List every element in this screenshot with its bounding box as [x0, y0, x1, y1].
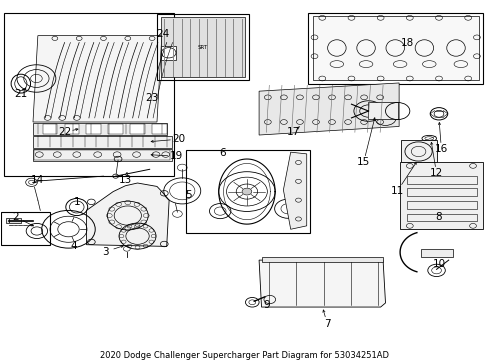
Bar: [33, 123, 166, 135]
Bar: [130, 124, 144, 134]
Bar: [312, 16, 478, 80]
Text: 3: 3: [102, 247, 109, 257]
Text: 11: 11: [390, 185, 404, 195]
Text: 7: 7: [323, 319, 330, 329]
Polygon shape: [86, 183, 169, 246]
Circle shape: [242, 188, 251, 195]
Bar: [1, 212, 50, 245]
Text: 16: 16: [434, 144, 447, 154]
Bar: [261, 257, 382, 262]
Bar: [407, 201, 476, 209]
Text: 10: 10: [431, 258, 445, 269]
Bar: [420, 249, 452, 257]
Polygon shape: [33, 36, 162, 122]
Text: 2020 Dodge Challenger Supercharger Part Diagram for 53034251AD: 2020 Dodge Challenger Supercharger Part …: [100, 351, 388, 360]
Bar: [157, 14, 249, 80]
Bar: [161, 17, 245, 77]
Text: SRT: SRT: [198, 45, 208, 50]
Text: 14: 14: [31, 175, 44, 185]
Text: 5: 5: [185, 190, 191, 200]
Bar: [399, 162, 482, 229]
Polygon shape: [259, 83, 398, 135]
Bar: [186, 150, 309, 233]
Polygon shape: [259, 260, 385, 307]
Bar: [6, 218, 21, 224]
Text: 12: 12: [429, 168, 442, 179]
Text: 6: 6: [219, 148, 225, 158]
Text: 20: 20: [172, 134, 185, 144]
Text: 21: 21: [14, 89, 27, 99]
Bar: [64, 124, 79, 134]
Bar: [407, 176, 476, 184]
Bar: [33, 149, 171, 161]
Text: 18: 18: [400, 38, 413, 48]
Bar: [4, 13, 174, 176]
Text: 19: 19: [169, 151, 183, 161]
Bar: [368, 103, 397, 118]
Bar: [86, 124, 101, 134]
Text: 4: 4: [70, 242, 77, 251]
Text: 13: 13: [119, 175, 132, 185]
Bar: [407, 189, 476, 196]
Bar: [42, 124, 57, 134]
Text: 24: 24: [156, 29, 169, 39]
Bar: [161, 46, 176, 60]
Polygon shape: [283, 152, 306, 229]
Text: 1: 1: [73, 197, 80, 207]
Bar: [400, 140, 436, 162]
Text: 9: 9: [263, 300, 269, 310]
Text: 23: 23: [145, 93, 159, 103]
Text: 22: 22: [58, 127, 71, 137]
Text: 17: 17: [286, 127, 299, 136]
Bar: [34, 150, 170, 160]
Text: 2: 2: [13, 212, 19, 222]
Bar: [152, 124, 166, 134]
Text: 8: 8: [435, 212, 442, 222]
Bar: [407, 214, 476, 221]
Bar: [33, 136, 171, 148]
Bar: [108, 124, 122, 134]
Bar: [307, 13, 482, 84]
Text: 15: 15: [356, 157, 369, 167]
